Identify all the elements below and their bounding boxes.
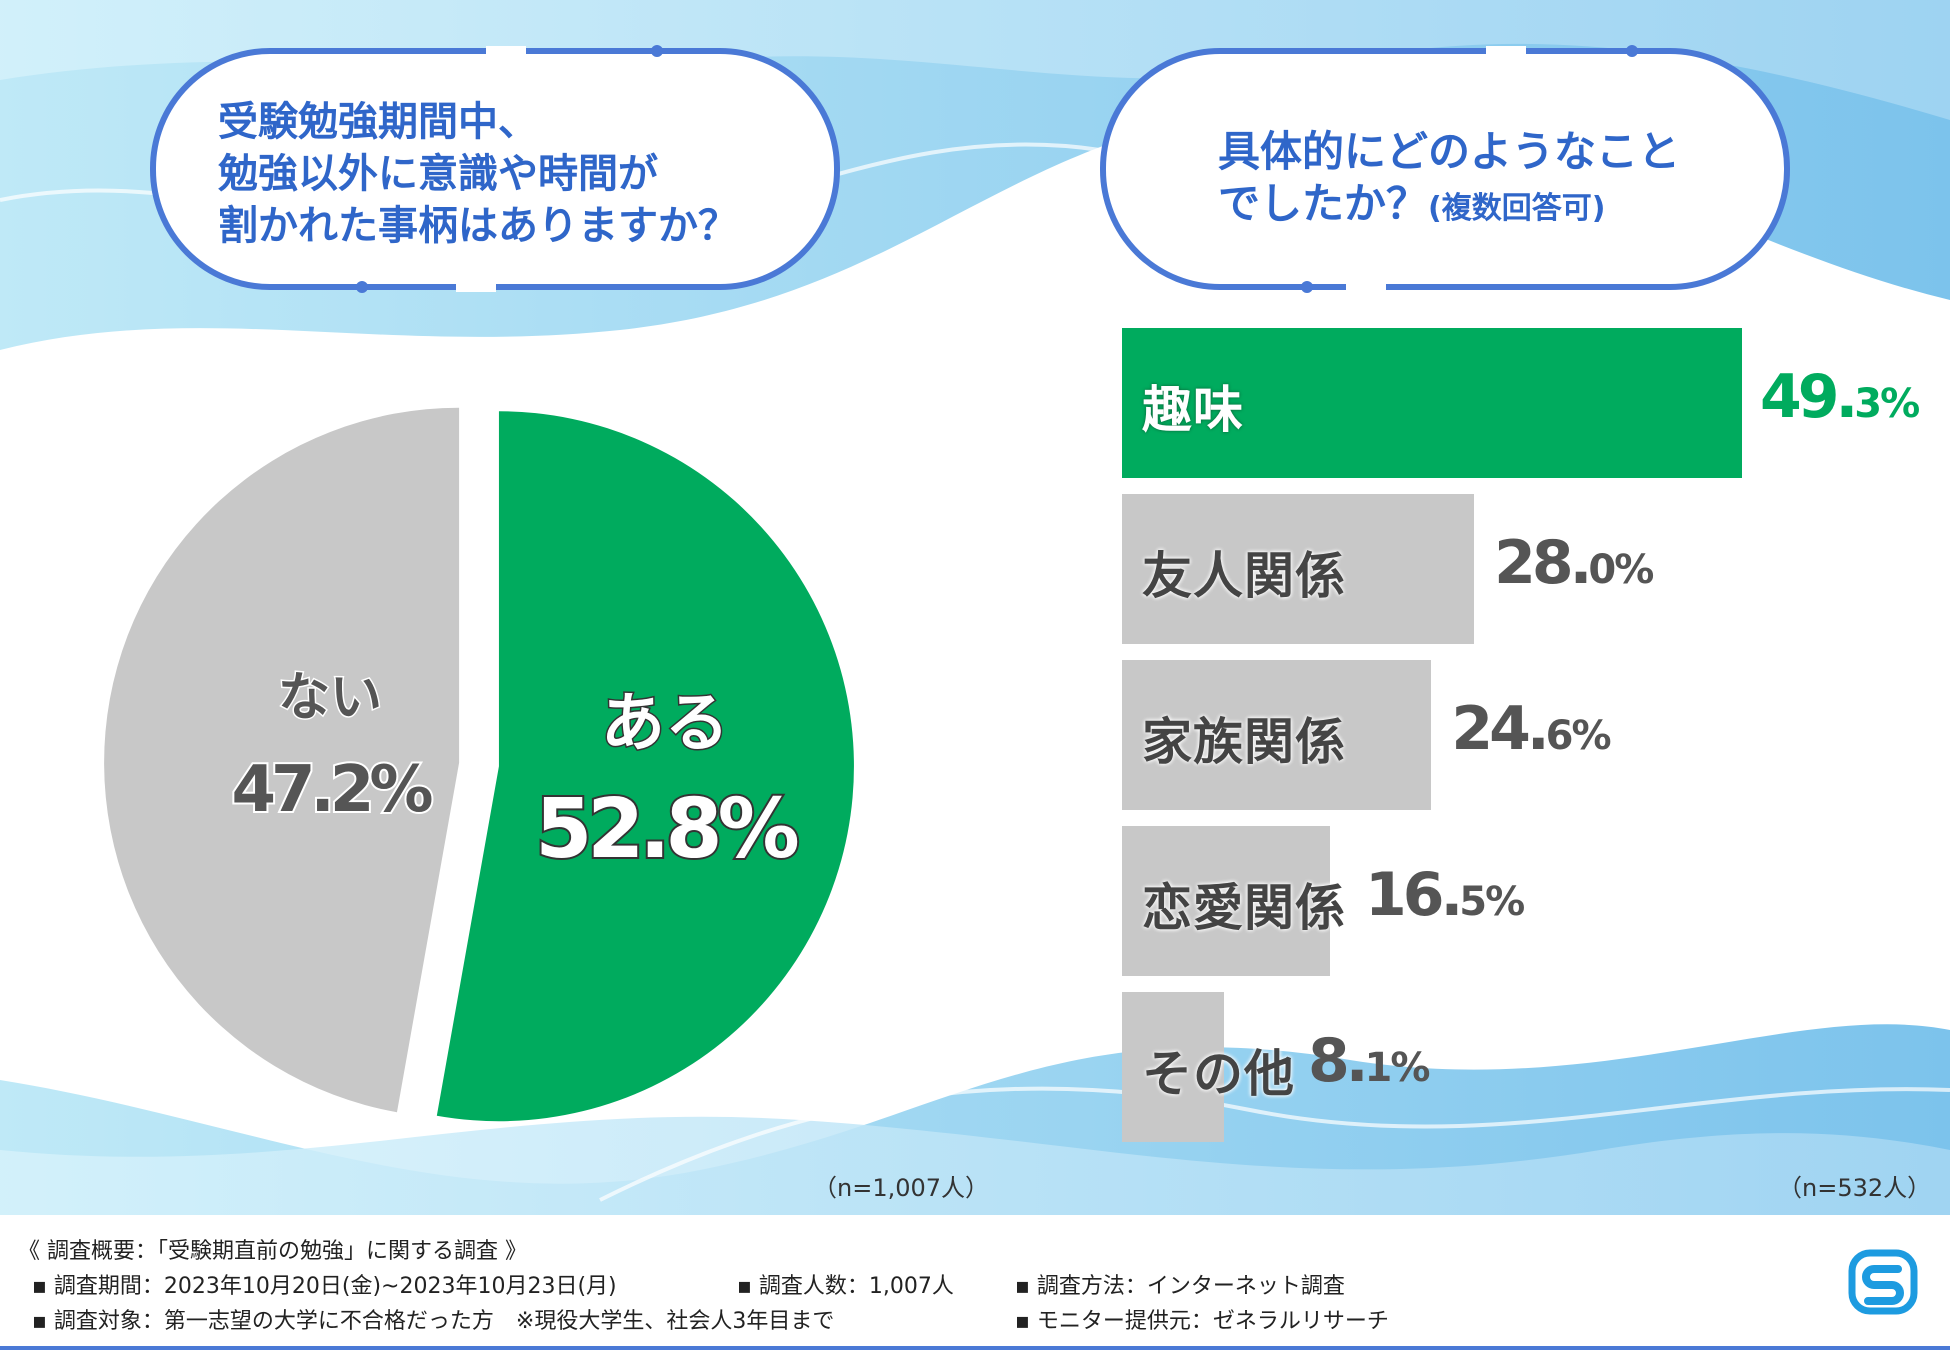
bar-category-label: 友人関係: [1142, 547, 1346, 605]
footer-method: ▪ 調査方法：インターネット調査: [1015, 1274, 1345, 1299]
right-question-main: 具体的にどのようなこと でしたか？: [1218, 127, 1681, 228]
footer-count: ▪ 調査人数：1,007人: [737, 1274, 954, 1299]
pie-slice-no: [104, 407, 460, 1113]
footer-period: ▪ 調査期間：2023年10月20日(金)~2023年10月23日(月): [32, 1274, 617, 1299]
bar-value-label: 8.1%: [1308, 1026, 1430, 1096]
bar-category-label: 趣味: [1142, 381, 1244, 439]
bar-1: [1122, 494, 1475, 644]
bar-sample-size: （n=532人）: [1778, 1174, 1932, 1202]
company-logo-icon: [1848, 1249, 1918, 1315]
bar-value-label: 16.5%: [1365, 860, 1525, 930]
pie-label: ある: [601, 687, 729, 761]
survey-footer: 《 調査概要：「受験期直前の勉強」に関する調査 》 ▪ 調査期間：2023年10…: [0, 1215, 1950, 1350]
left-question-text: 受験勉強期間中、 勉強以外に意識や時間が 割かれた事柄はありますか？: [218, 99, 738, 249]
right-question-bubble: 具体的にどのようなこと でしたか？(複数回答可): [1100, 45, 1790, 293]
bar-3: [1122, 826, 1330, 976]
right-question-sub: (複数回答可): [1428, 191, 1606, 226]
bar-value-label: 49.3%: [1760, 362, 1920, 432]
pie-value-label: 47.2%: [231, 753, 432, 827]
bar-value-label: 24.6%: [1451, 694, 1611, 764]
right-question-text: 具体的にどのようなこと でしたか？(複数回答可): [1218, 126, 1680, 235]
footer-target: ▪ 調査対象：第一志望の大学に不合格だった方 ※現役大学生、社会人3年目まで: [32, 1309, 835, 1334]
pie-chart: ある 52.8% ない 47.2%: [104, 407, 854, 1122]
pie-value-label: 52.8%: [535, 782, 797, 877]
pie-sample-size: （n=1,007人）: [813, 1174, 990, 1202]
bar-category-label: その他: [1142, 1045, 1295, 1103]
bar-4: [1122, 992, 1224, 1142]
footer-provider: ▪ モニター提供元：ゼネラルリサーチ: [1015, 1309, 1389, 1334]
bar-value-label: 28.0%: [1494, 528, 1654, 598]
footer-title: 《 調査概要：「受験期直前の勉強」に関する調査 》: [18, 1239, 527, 1264]
pie-label: ない: [278, 668, 382, 728]
bar-2: [1122, 660, 1432, 810]
pie-slice-yes: [436, 411, 854, 1122]
bar-category-label: 家族関係: [1142, 713, 1346, 771]
bar-0: [1122, 328, 1742, 478]
left-question-bubble: 受験勉強期間中、 勉強以外に意識や時間が 割かれた事柄はありますか？: [150, 45, 840, 293]
bar-category-label: 恋愛関係: [1142, 879, 1346, 937]
